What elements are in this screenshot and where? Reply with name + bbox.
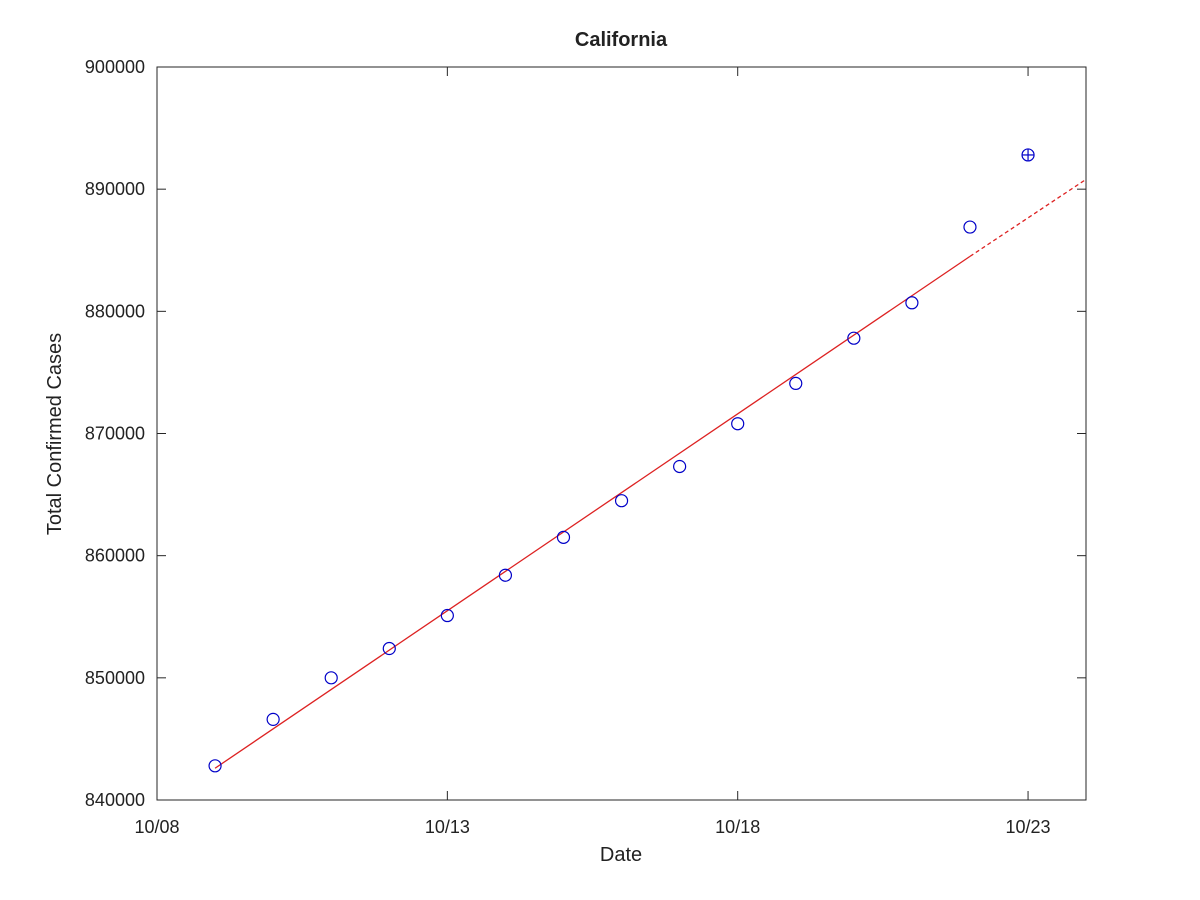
y-tick-label: 870000 [85,424,145,444]
data-point [208,759,222,773]
fit-line [214,255,971,769]
data-point [963,220,977,234]
y-tick-label: 880000 [85,301,145,321]
data-point [440,608,454,623]
y-tick-label: 840000 [85,790,145,810]
y-tick-label: 860000 [85,546,145,566]
chart-title: California [575,29,668,51]
plot-frame [156,66,1087,801]
data-point [556,530,571,544]
data-point [731,417,745,431]
projection-line [969,178,1087,257]
data-point [614,494,629,508]
data-point [789,376,803,391]
data-point [324,671,338,685]
data-point [905,296,919,310]
y-tick-label: 850000 [85,668,145,688]
data-point [673,459,687,474]
data-point [266,712,280,726]
x-axis-label: Date [600,844,642,866]
y-tick-label: 900000 [85,57,145,77]
data-point [498,568,513,582]
x-tick-label: 10/08 [134,817,179,837]
y-axis-label: Total Confirmed Cases [44,333,66,535]
x-tick-label: 10/13 [425,817,470,837]
data-point [847,331,861,345]
y-tick-label: 890000 [85,179,145,199]
x-tick-label: 10/18 [715,817,760,837]
plot-area: 840000 850000 860000 870000 880000 890000 9000… [85,57,1087,837]
x-tick-label: 10/23 [1006,817,1051,837]
data-point [382,641,396,656]
